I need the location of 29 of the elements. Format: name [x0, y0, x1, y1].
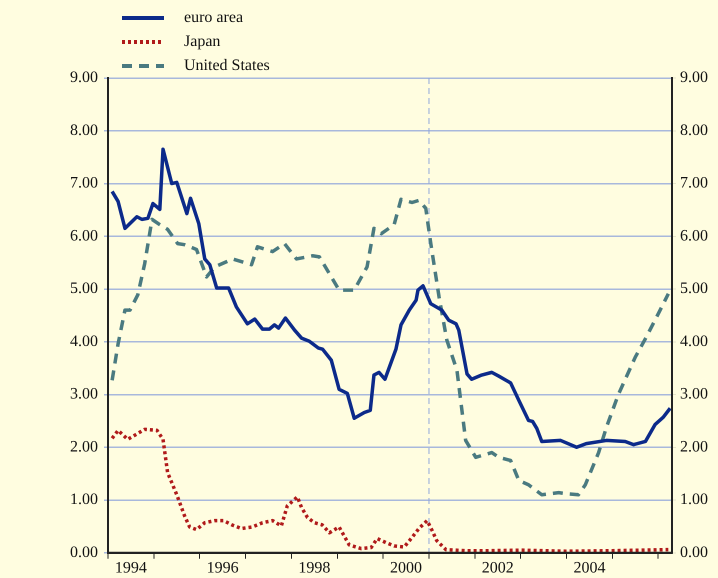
y-tick-label: 0.00 — [680, 544, 708, 562]
x-tick-label: 1994 — [114, 560, 147, 577]
y2-tick-label: 8.00 — [70, 122, 98, 139]
y2-tick-label: 9.00 — [70, 69, 98, 86]
y2-tick-label: 7.00 — [70, 174, 98, 192]
x-tick-label: 2002 — [482, 560, 514, 577]
y-tick-label: 4.00 — [680, 332, 708, 350]
legend-label: United States — [184, 57, 270, 75]
y-tick-label: 9.00 — [680, 69, 708, 86]
y-tick-label: 5.00 — [680, 280, 708, 298]
y-tick-label: 1.00 — [680, 491, 708, 508]
y2-tick-label: 4.00 — [70, 332, 98, 350]
y-tick-label: 2.00 — [680, 438, 708, 456]
y-tick-label: 3.00 — [680, 386, 708, 403]
y2-tick-label: 0.00 — [70, 544, 98, 562]
x-tick-label: 1996 — [206, 560, 239, 577]
y2-tick-label: 3.00 — [70, 386, 98, 403]
y-tick-label: 8.00 — [680, 122, 708, 139]
y2-tick-label: 5.00 — [70, 280, 98, 298]
y-tick-label: 7.00 — [680, 174, 708, 192]
y2-tick-label: 1.00 — [70, 491, 98, 508]
x-tick-label: 2004 — [573, 560, 606, 577]
legend-label: Japan — [184, 33, 220, 51]
x-tick-label: 1998 — [298, 560, 330, 577]
y2-tick-label: 2.00 — [70, 438, 98, 456]
y-tick-label: 6.00 — [680, 227, 708, 244]
legend-label: euro area — [184, 9, 244, 27]
x-tick-label: 2000 — [390, 560, 422, 577]
y2-tick-label: 6.00 — [70, 227, 98, 244]
